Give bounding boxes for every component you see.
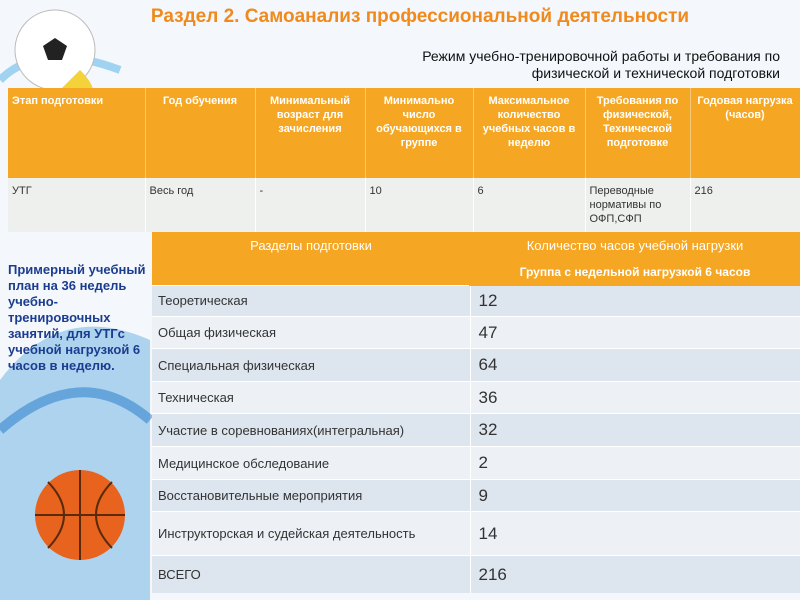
cell: 47 [470,316,800,349]
cell: Специальная физическая [152,348,471,382]
column-header: Максимальное количество учебных часов в … [473,88,586,178]
cell: Инструкторская и судейская деятельность [152,511,471,556]
cell: 14 [470,511,800,556]
group-header: Группа с недельной нагрузкой 6 часов [469,258,800,286]
column-header: Этап подготовки [8,88,146,178]
cell: УТГ [8,178,146,232]
title: Раздел 2. Самоанализ профессиональной де… [150,6,690,27]
table2: Разделы подготовки Количество часов учеб… [152,232,800,593]
cell: 2 [470,446,800,480]
data-row: Техническая 36 [152,381,800,414]
group-row: Группа с недельной нагрузкой 6 часов [152,258,800,286]
column-header: Требования по физической, Технической по… [585,88,691,178]
data-row: ВСЕГО 216 [152,555,800,593]
data-row: Специальная физическая 64 [152,348,800,382]
cell: Медицинское обследование [152,446,471,480]
header-fill [152,259,470,285]
data-row: Теоретическая 12 [152,284,800,317]
column-header: Количество часов учебной нагрузки [470,232,800,259]
note: Примерный учебный план на 36 недель учеб… [8,262,146,373]
column-header: Год обучения [145,88,256,178]
cell: 32 [470,413,800,447]
cell: 36 [470,381,800,414]
cell: 9 [470,479,800,512]
swirl [0,387,154,434]
cell: 216 [470,555,800,593]
cell: - [255,178,366,232]
cell: 12 [470,284,800,317]
header-row: Разделы подготовки Количество часов учеб… [152,232,800,259]
subtitle: Режим учебно-тренировочной работы и треб… [422,48,780,81]
cell: 216 [690,178,800,232]
cell: Техническая [152,381,471,414]
cell: Участие в соревнованиях(интегральная) [152,413,471,447]
soccer-patch [43,38,67,60]
data-row: Восстановительные мероприятия 9 [152,479,800,512]
cell: Теоретическая [152,284,471,317]
column-header: Годовая нагрузка (часов) [690,88,800,178]
data-row: УТГ Весь год -10 6 Переводные нормативы по О… [8,178,800,232]
header-row: Этап подготовки Год обучения Минимальный в… [8,88,800,178]
cell: 10 [365,178,474,232]
cell: ВСЕГО [152,555,471,593]
cell: Общая физическая [152,316,471,349]
cell: 64 [470,348,800,382]
cell: Переводные нормативы по ОФП,СФП [585,178,691,232]
data-row: Инструкторская и судейская деятельность 1… [152,511,800,556]
data-row: Участие в соревнованиях(интегральная) 32 [152,413,800,447]
cell: Восстановительные мероприятия [152,479,471,512]
cell: Весь год [145,178,256,232]
cell: 6 [473,178,586,232]
column-header: Минимальный возраст для зачисления [255,88,366,178]
basketball-lines [35,470,125,560]
data-row: Медицинское обследование 2 [152,446,800,480]
column-header: Разделы подготовки [152,232,470,259]
table1: Этап подготовки Год обучения Минимальный в… [8,88,800,232]
column-header: Минимально число обучающихся в группе [365,88,474,178]
data-row: Общая физическая 47 [152,316,800,349]
